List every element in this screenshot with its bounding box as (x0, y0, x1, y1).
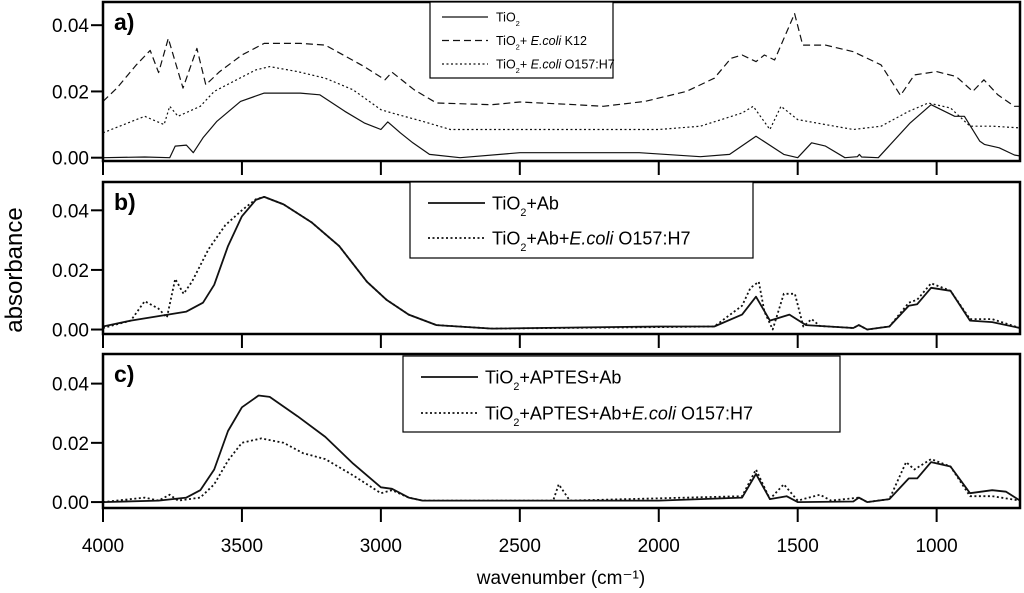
legend-text: TiO (492, 228, 520, 248)
legend-subscript: 2 (520, 242, 526, 254)
legend-text: TiO (485, 367, 513, 387)
legend-entry-1: TiO2+Ab+E.coli O157:H7 (492, 228, 690, 253)
legend-entry-1: TiO2+ E.coli K12 (496, 34, 587, 51)
legend-text: O157:H7 (561, 58, 615, 72)
legend-text: TiO (496, 58, 516, 72)
plot-frame (101, 352, 1022, 510)
x-tick-label: 1500 (777, 536, 819, 557)
y-tick-label: 0.02 (52, 434, 89, 455)
y-tick-label: 0.00 (52, 149, 89, 170)
y-axis-label: absorbance (1, 207, 28, 332)
legend-subscript: 2 (516, 19, 520, 28)
legend-text: O157:H7 (676, 403, 753, 423)
y-tick-label: 0.04 (52, 375, 89, 396)
legend-entry-1: TiO2+APTES+Ab+E.coli O157:H7 (485, 403, 753, 428)
x-tick-label: 2000 (638, 536, 680, 557)
legend-text: +Ab+ (526, 228, 569, 248)
legend-entry-0: TiO2 (496, 11, 520, 28)
x-tick-label: 3500 (221, 536, 263, 557)
legend-entry-0: TiO2+APTES+Ab (485, 367, 621, 392)
legend-box (409, 181, 754, 259)
x-tick-label: 3000 (360, 536, 402, 557)
legend-text: TiO (496, 11, 516, 25)
x-tick-label: 1000 (915, 536, 957, 557)
legend-text: + (520, 34, 531, 48)
legend-subscript: 2 (520, 207, 526, 219)
y-tick-label: 0.04 (52, 201, 89, 222)
legend-text: TiO (496, 34, 516, 48)
legend-text: K12 (561, 34, 587, 48)
series-line-0 (102, 92, 1021, 159)
legend-text: E.coli (531, 58, 563, 72)
legend-subscript: 2 (516, 66, 520, 75)
x-tick-label: 4000 (82, 536, 124, 557)
x-tick-label: 2500 (499, 536, 541, 557)
legend-text: E.coli (569, 228, 614, 248)
panel-label: c) (114, 361, 134, 387)
legend-text: E.coli (531, 34, 563, 48)
x-axis-label: wavenumber (cm⁻¹) (476, 568, 645, 589)
legend-text: +Ab (526, 193, 559, 213)
legend-text: + (520, 58, 531, 72)
y-tick-label: 0.00 (52, 493, 89, 514)
series-line-0 (102, 394, 1021, 503)
legend-subscript: 2 (513, 417, 519, 429)
legend-subscript: 2 (516, 42, 520, 51)
y-tick-label: 0.02 (52, 82, 89, 103)
series-line-0 (102, 196, 1021, 331)
legend-text: +APTES+Ab (519, 367, 621, 387)
panel-c: c)0.000.020.04 TiO2+APTES+AbTiO2+APTES+Ab… (52, 352, 1022, 522)
legend-text: O157:H7 (613, 228, 690, 248)
legend-subscript: 2 (513, 381, 519, 393)
y-tick-label: 0.04 (52, 16, 89, 37)
legend-text: +APTES+Ab+ (519, 403, 632, 423)
legend-text: TiO (485, 403, 513, 423)
panel-label: b) (114, 189, 136, 215)
y-tick-label: 0.00 (52, 321, 89, 342)
legend-text: E.coli (632, 403, 677, 423)
legend-text: TiO (492, 193, 520, 213)
legend-entry-2: TiO2+ E.coli O157:H7 (496, 58, 615, 75)
y-tick-label: 0.02 (52, 261, 89, 282)
series-line-1 (102, 13, 1020, 107)
legend-entry-0: TiO2+Ab (492, 193, 559, 218)
series-line-1 (102, 196, 1021, 331)
panel-label: a) (114, 9, 134, 35)
series-line-1 (102, 437, 1021, 503)
legend-box (402, 355, 841, 433)
legend-box (429, 1, 614, 79)
